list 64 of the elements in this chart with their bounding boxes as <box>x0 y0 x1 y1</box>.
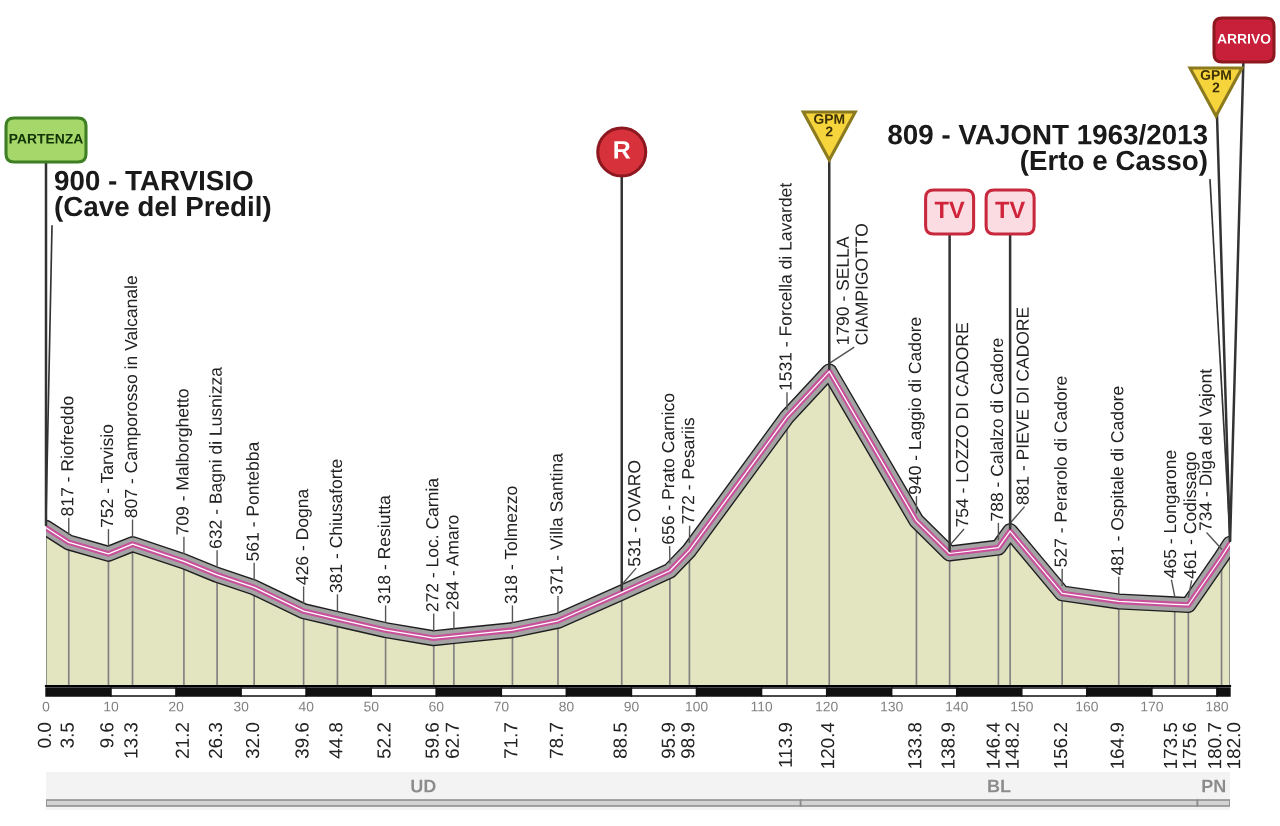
x-tick-label: 78.7 <box>549 723 564 758</box>
x-tick-label: 13.3 <box>124 722 138 758</box>
data-label: 881 - PIEVE DI CADORE <box>1016 307 1029 505</box>
x-tick-label: 59.6 <box>425 722 439 759</box>
data-label: 772 - Pesariis <box>681 417 695 524</box>
band-label: PN <box>1202 779 1226 793</box>
data-label: 318 - Resiutta <box>377 495 391 604</box>
data-label: 461 - Codissago <box>1183 452 1200 579</box>
data-label: 817 - Riofreddo <box>60 396 74 516</box>
data-label: 531 - OVARO <box>628 460 641 566</box>
data-label: 807 - Camporosso in Valcanale <box>124 276 141 518</box>
annotation: R <box>614 141 631 159</box>
x-tick-label: 32.0 <box>245 722 260 759</box>
data-label: 381 - Chiusaforte <box>329 459 343 593</box>
x-tick-label: 98.9 <box>681 723 695 758</box>
data-label: 940 - Laggio di Cadore <box>908 317 925 494</box>
x-tick-label: 39.6 <box>295 722 309 759</box>
x-tick-label: 133.8 <box>908 722 922 768</box>
x-tick-label: 21.2 <box>175 723 189 758</box>
data-label: 656 - Prato Carnico <box>661 393 675 544</box>
x-tick-label: 71.7 <box>504 723 518 758</box>
annotation: TV <box>995 201 1026 219</box>
data-label: 809 - VAJONT 1963/2013 (Erto e Casso) <box>888 124 1208 176</box>
data-label: 318 - Tolmezzo <box>504 486 518 604</box>
x-tick-label: 26.3 <box>208 722 223 758</box>
x-tick-label: 0.0 <box>37 722 52 748</box>
data-label: 465 - Longarone <box>1163 450 1180 578</box>
x-tick-label: 175.6 <box>1182 722 1197 768</box>
data-label: 1531 - Forcella di Lavardet <box>778 182 792 390</box>
x-tick-label: 156.2 <box>1053 723 1068 768</box>
x-tick-label: 164.9 <box>1110 723 1124 768</box>
x-tick-label: 138.9 <box>941 723 955 768</box>
data-label: 632 - Bagni di Lusnizza <box>208 367 226 549</box>
data-label: 371 - Villa Santina <box>549 453 563 595</box>
x-tick-label: 9.6 <box>100 722 114 748</box>
x-tick-label: 3.5 <box>60 722 74 748</box>
x-tick-label: 120.4 <box>820 722 835 768</box>
data-label: 527 - Perarolo di Cadore <box>1054 376 1067 567</box>
x-tick-label: 182.0 <box>1226 722 1241 768</box>
data-label: 561 - Pontebba <box>246 441 259 561</box>
data-label: 272 - Loc. Carnia <box>425 477 439 612</box>
data-label: 752 - Tarvisio <box>100 424 114 527</box>
data-label: 788 - Calalzo di Cadore <box>990 338 1004 521</box>
annotation: TV <box>934 201 965 219</box>
data-label: 754 - LOZZO DI CADORE <box>955 323 969 527</box>
x-tick-label: 62.7 <box>445 723 459 758</box>
x-tick-label: 44.8 <box>329 722 343 759</box>
data-label: 284 - Amaro <box>446 515 459 610</box>
data-label: 900 - TARVISIO (Cave del Predil) <box>54 170 271 222</box>
data-label: 426 - Dogna <box>295 488 312 585</box>
band-label: UD <box>411 779 436 793</box>
band-label: BL <box>988 779 1011 793</box>
x-tick-label: 173.5 <box>1163 722 1178 768</box>
data-label: 1790 - SELLA CIAMPIGOTTO <box>836 224 868 345</box>
x-tick-label: 52.2 <box>377 723 391 759</box>
data-label: 709 - Malborghetto <box>175 389 193 535</box>
x-tick-label: 148.2 <box>1005 723 1019 768</box>
data-label: 481 - Ospitale di Cadore <box>1110 386 1127 576</box>
x-tick-label: 88.5 <box>613 722 627 759</box>
x-tick-label: 95.9 <box>661 723 675 758</box>
data-label: 734 - Diga del Vajont <box>1198 368 1216 531</box>
x-tick-label: 180.7 <box>1207 723 1222 768</box>
x-tick-label: 113.9 <box>778 723 793 767</box>
x-tick-label: 146.4 <box>986 722 1000 768</box>
